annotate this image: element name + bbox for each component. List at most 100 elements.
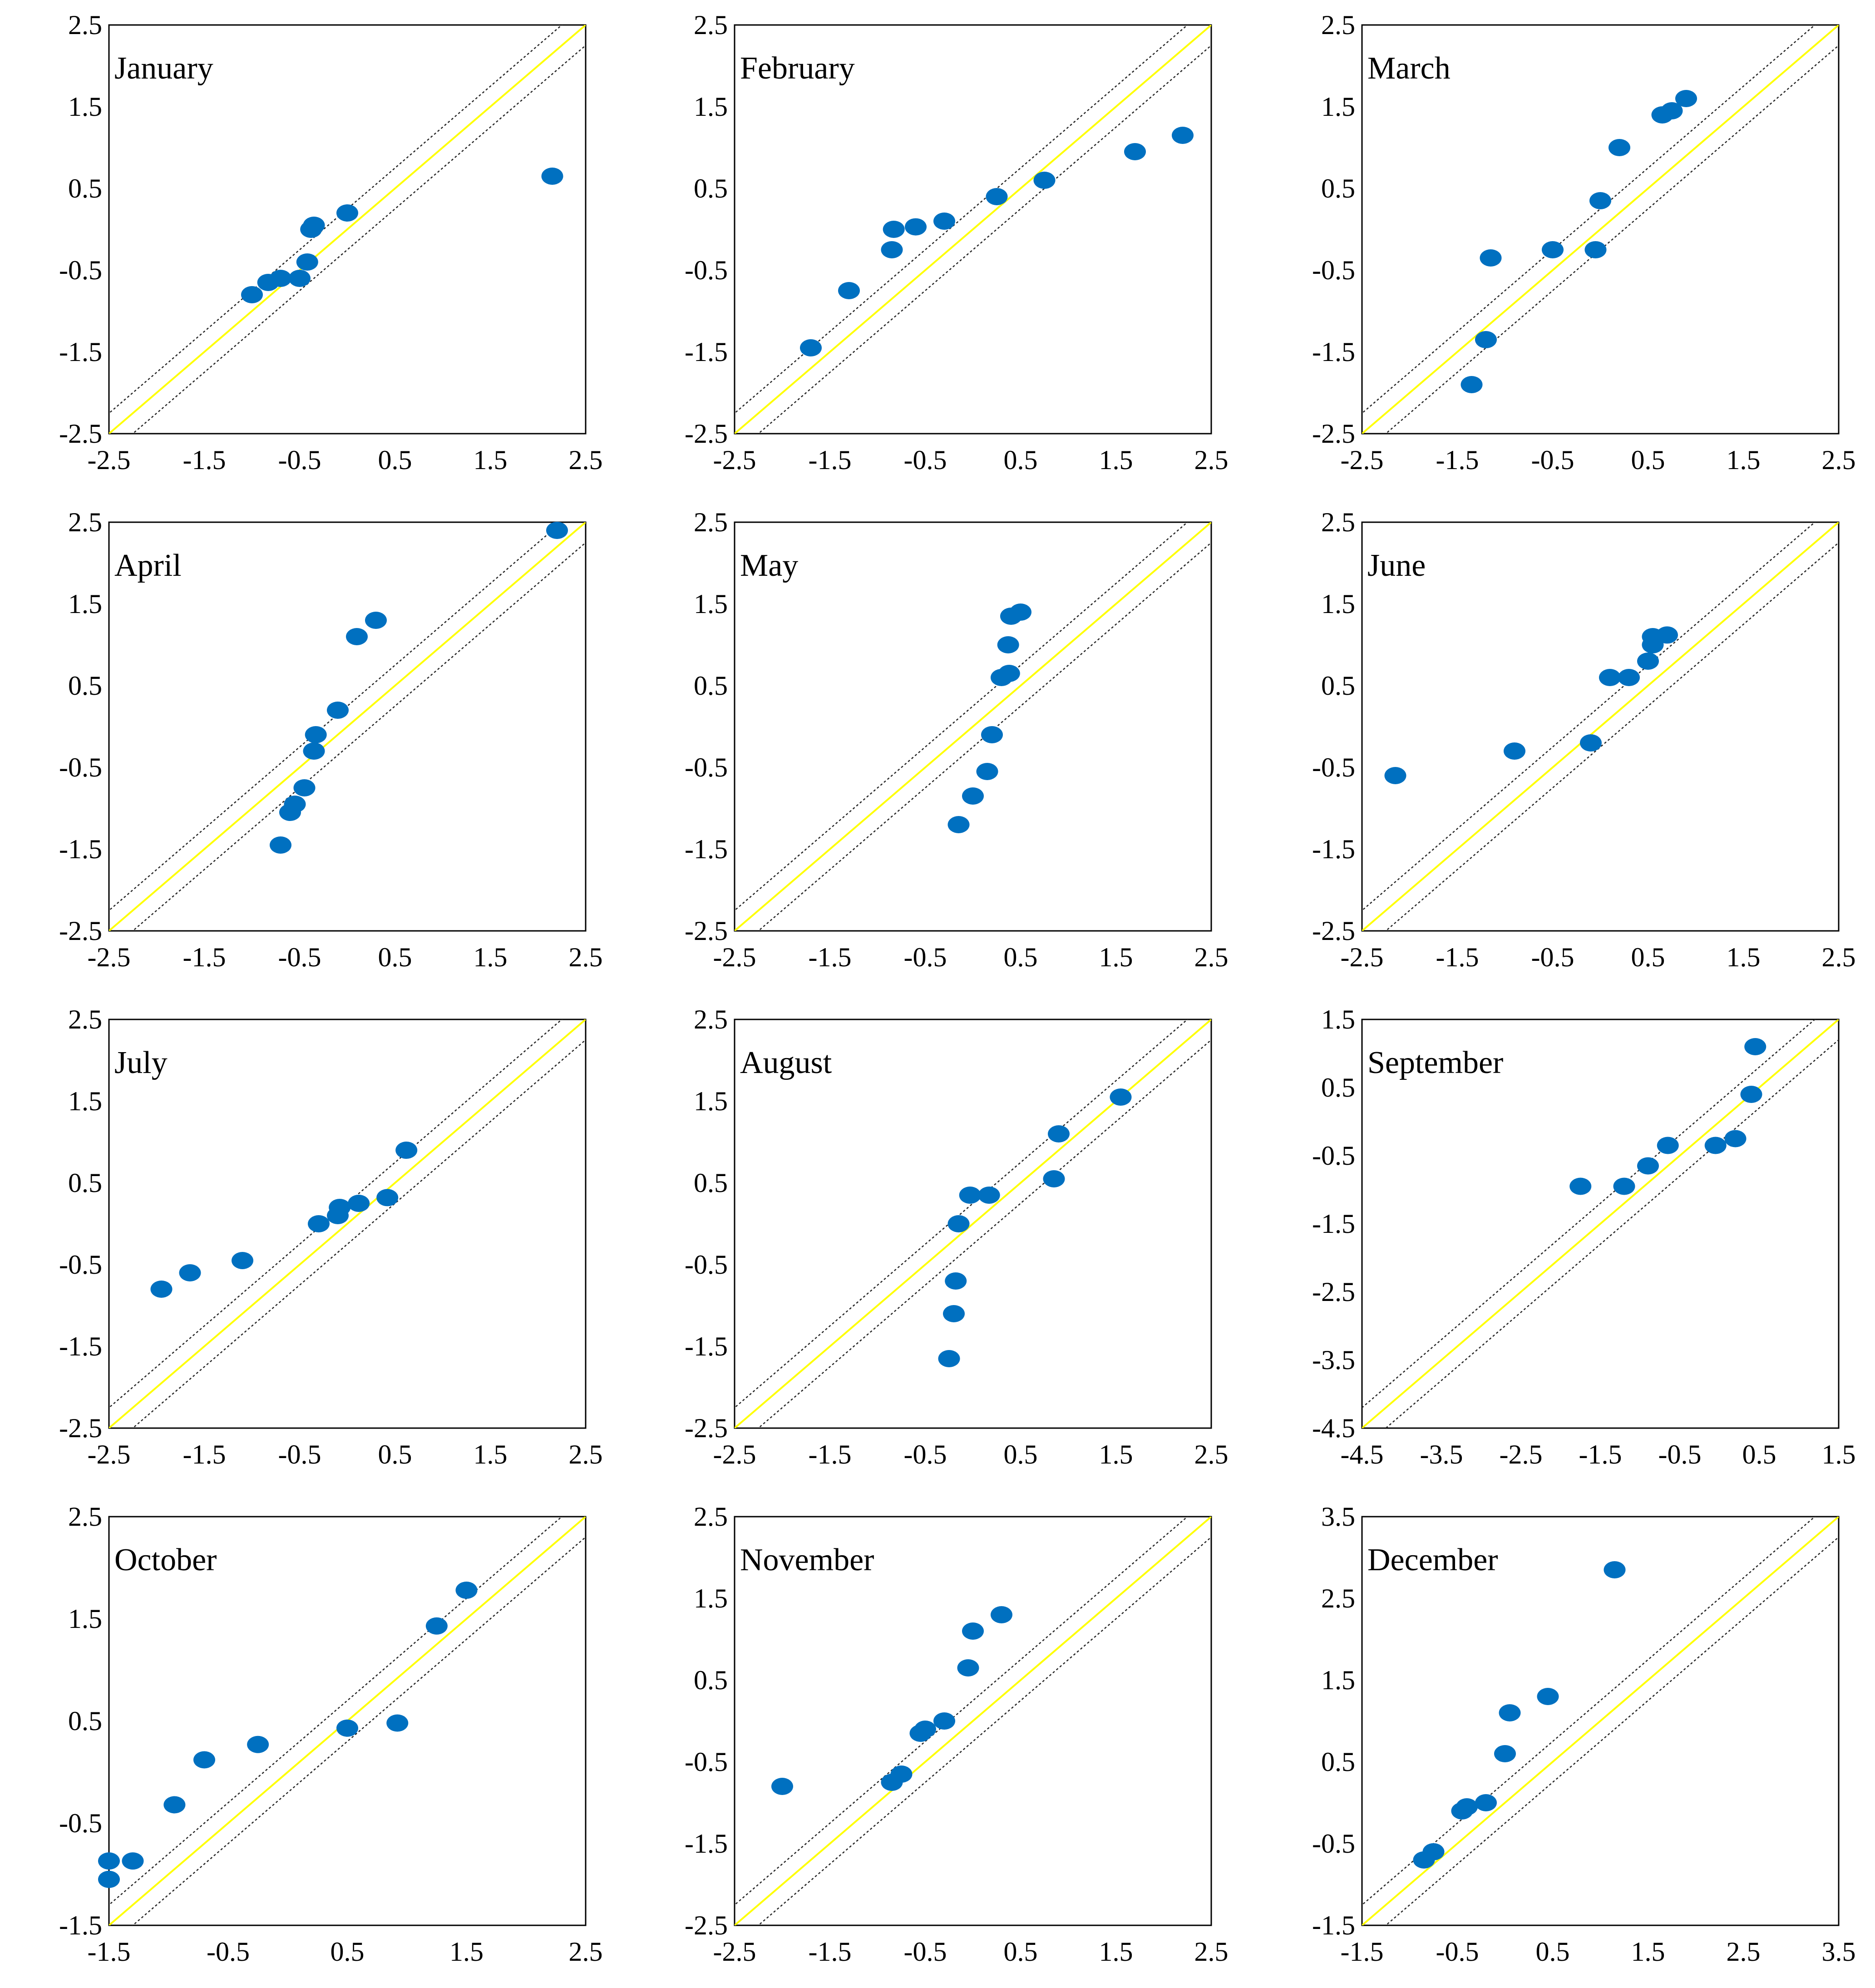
data-point [976,763,998,780]
data-point [1604,1561,1626,1578]
y-tick-label: -1.5 [685,834,728,864]
x-tick-label: 1.5 [449,1937,484,1967]
data-point [1499,1704,1521,1721]
identity-line [109,522,586,931]
data-point [1618,669,1640,686]
data-point [1661,102,1683,119]
data-point [986,188,1008,205]
panel-november: -2.5 -1.5 -0.5 0.5 1.5 2.5 2.5 1.5 0.5 -0.5 -1.5 -2… [685,1502,1228,1967]
data-point [1537,1688,1559,1705]
reference-lines [1362,25,1839,434]
upper-band-line [735,1517,1189,1906]
data-point [947,1215,970,1232]
panel-july: -2.5 -1.5 -0.5 0.5 1.5 2.5 2.5 1.5 0.5 -0.5 -1.5 -2… [59,1004,602,1469]
y-tick-label: 2.5 [68,507,102,537]
data-point [98,1870,120,1888]
identity-line [1362,25,1839,434]
x-tick-label: 1.5 [1099,445,1133,475]
lower-band-line [132,1039,586,1428]
data-point [890,1765,913,1783]
y-tick-label: -1.5 [1312,337,1355,367]
data-point [365,612,387,629]
data-point [945,1272,967,1290]
data-point [179,1264,201,1281]
panel-january: -2.5 -1.5 -0.5 0.5 1.5 2.5 2.5 1.5 0.5 -0.5 -1.5 -2… [59,10,602,475]
data-point [1384,767,1406,784]
lower-band-line [132,45,586,434]
x-tick-label: 0.5 [1536,1937,1570,1967]
lower-band-line [1385,45,1839,434]
data-point [997,636,1019,653]
reference-lines [109,1019,586,1428]
data-point [962,1622,984,1640]
data-point [1033,172,1056,189]
upper-band-line [735,522,1189,911]
y-tick-label: -1.5 [685,1331,728,1361]
x-tick-label: -0.5 [1436,1937,1479,1967]
y-tick-label: 1.5 [694,1086,728,1116]
y-tick-label: 1.5 [1321,92,1355,122]
reference-lines [735,1517,1211,1925]
x-tick-label: -1.5 [809,942,852,972]
y-tick-label: 0.5 [694,671,728,701]
x-tick-label: -0.5 [278,942,321,972]
data-point [1043,1170,1065,1187]
data-point [541,168,563,185]
x-tick-label: 1.5 [474,1439,508,1469]
x-tick-label: 1.5 [1727,942,1761,972]
plot-frame [734,521,1212,932]
plot-frame [1361,1516,1840,1926]
panel-title: August [740,1045,832,1080]
x-tick-label: -0.5 [904,1937,947,1967]
data-point [771,1778,793,1795]
y-tick-label: -0.5 [1312,752,1355,782]
data-point [981,726,1003,743]
y-tick-label: 1.5 [694,1583,728,1613]
reference-lines [1362,1517,1839,1925]
y-tick-label: -0.5 [685,255,728,285]
identity-line [735,1019,1211,1428]
x-tick-label: 0.5 [331,1937,365,1967]
x-tick-label: -2.5 [88,942,131,972]
data-point [1613,1177,1635,1195]
x-tick-label: -2.5 [1500,1439,1543,1469]
panel-september: -4.5 -3.5 -2.5 -1.5 -0.5 0.5 1.5 1.5 0.5 -0.5 -1.5… [1312,1004,1855,1469]
identity-line [735,1517,1211,1925]
y-tick-label: 2.5 [694,1004,728,1034]
y-tick-label: -0.5 [59,1808,102,1838]
x-tick-label: -0.5 [278,1439,321,1469]
plot-frame [108,1516,587,1926]
plot-frame [108,1019,587,1429]
y-tick-label: -0.5 [59,752,102,782]
y-tick-label: 0.5 [68,671,102,701]
x-tick-label: -1.5 [183,942,226,972]
lower-band-line [757,1039,1211,1428]
y-tick-label: 0.5 [68,1706,102,1736]
data-point [962,787,984,805]
x-tick-label: 0.5 [378,942,412,972]
y-tick-label: -1.5 [685,1829,728,1859]
data-point [386,1714,409,1732]
lower-band-line [757,45,1211,434]
data-point [1422,1843,1445,1860]
data-point [1461,376,1483,393]
data-point [883,221,905,238]
x-tick-label: -2.5 [713,942,756,972]
data-point [1110,1088,1132,1106]
x-tick-label: 0.5 [378,1439,412,1469]
data-point [1724,1130,1747,1147]
lower-band-line [1385,1536,1839,1925]
x-tick-label: 2.5 [1194,445,1229,475]
lower-band-line [1385,1039,1839,1428]
y-tick-label: -1.5 [59,337,102,367]
x-tick-label: -0.5 [278,445,321,475]
x-tick-label: 2.5 [1822,942,1856,972]
reference-lines [1362,522,1839,931]
data-point [270,836,291,854]
x-tick-label: -1.5 [809,445,852,475]
y-tick-label: -4.5 [1312,1413,1355,1443]
x-tick-label: -2.5 [88,1439,131,1469]
y-tick-label: -0.5 [1312,255,1355,285]
lower-band-line [757,542,1211,931]
y-tick-label: 2.5 [694,507,728,537]
